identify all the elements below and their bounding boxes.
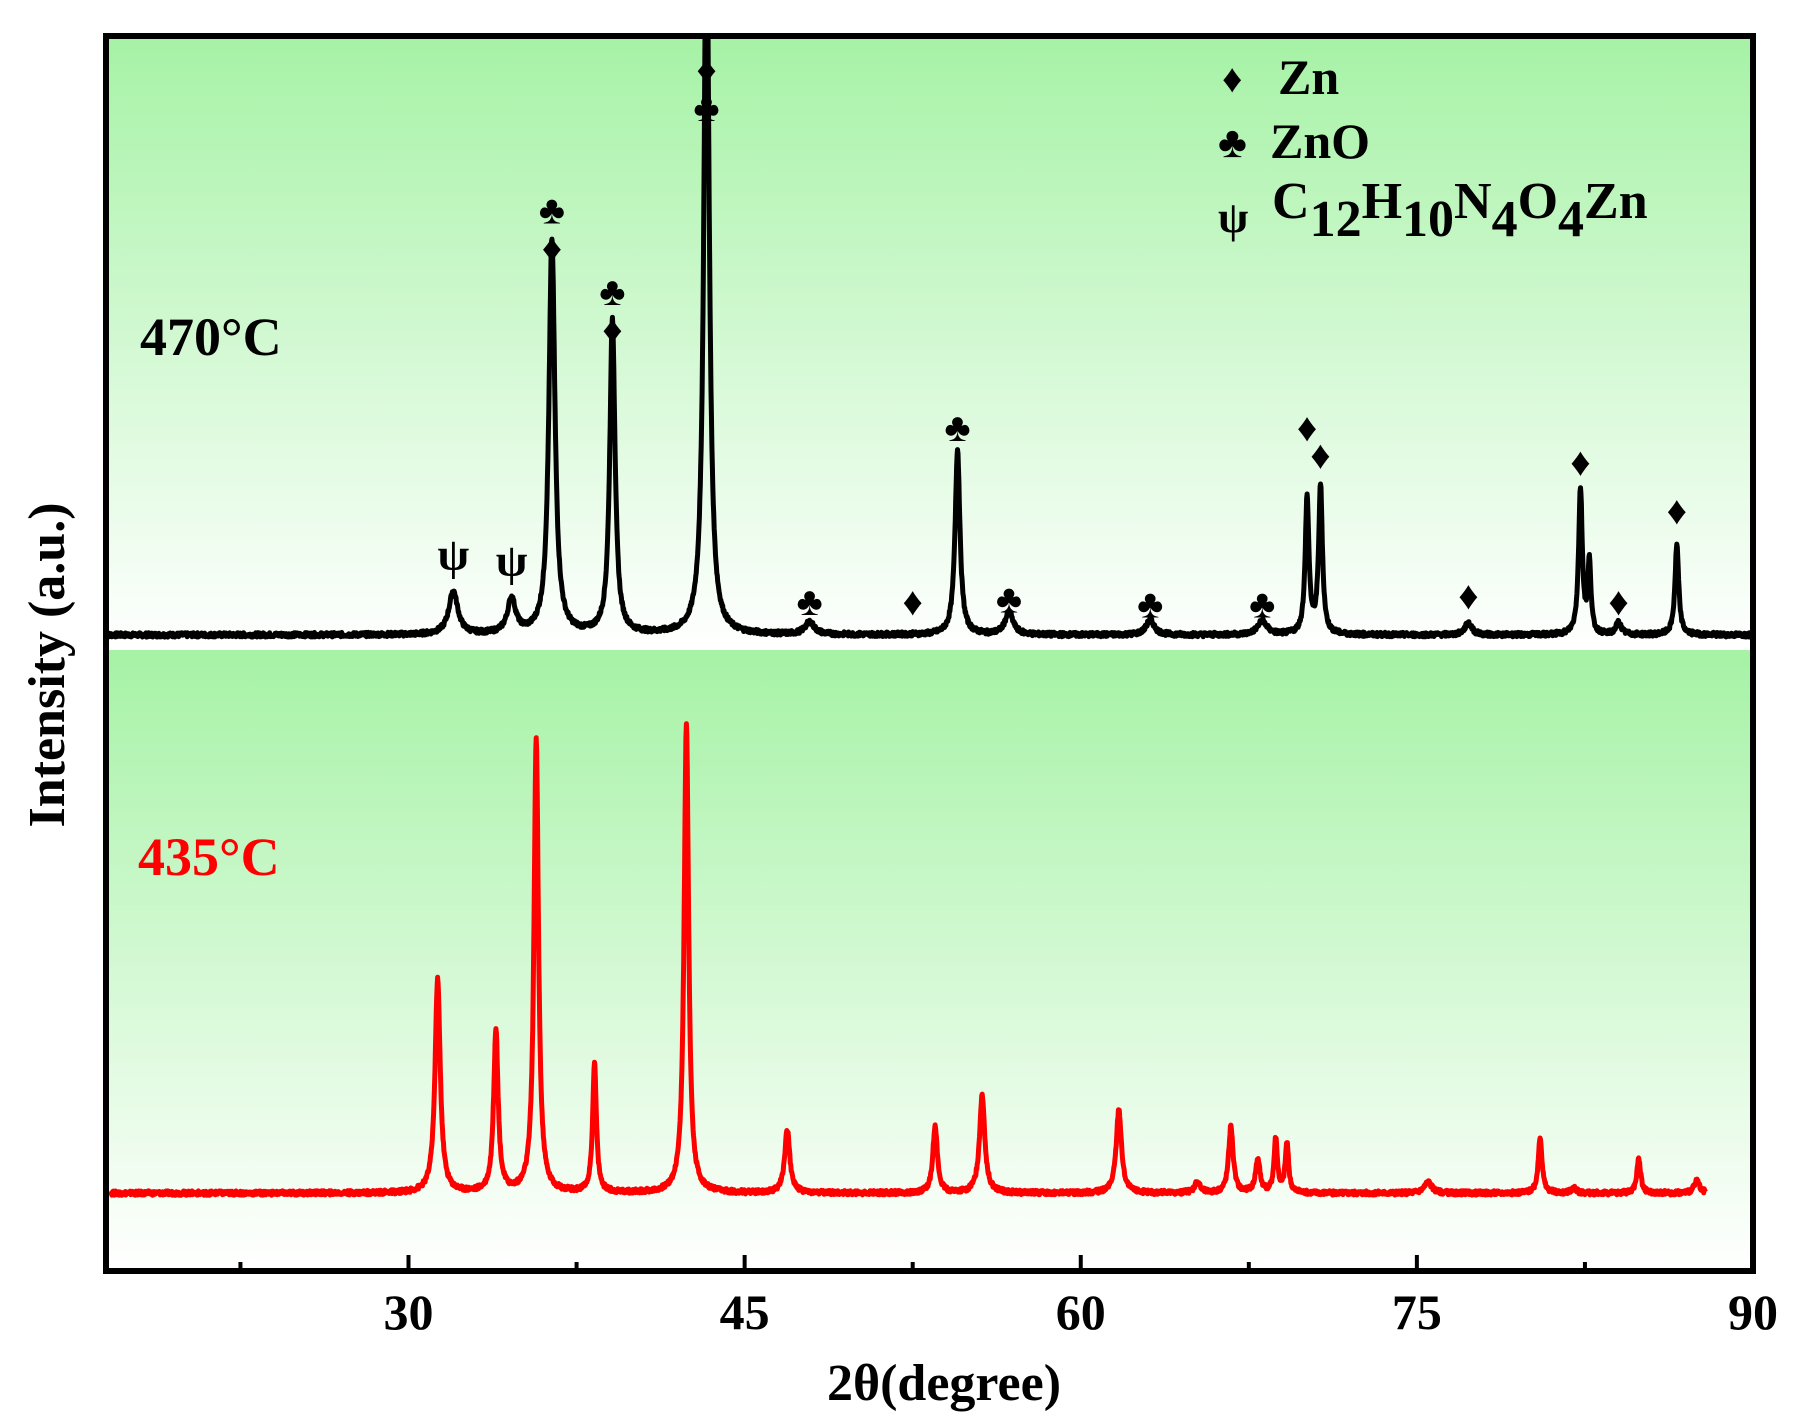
peak-marker-club-icon: ♣ bbox=[539, 188, 565, 233]
formula-4b: 4 bbox=[1558, 191, 1584, 248]
formula-n: N bbox=[1454, 173, 1492, 230]
legend-label-zno: ZnO bbox=[1270, 113, 1370, 169]
formula-h: H bbox=[1362, 173, 1402, 230]
formula-10: 10 bbox=[1402, 191, 1454, 248]
series-label-470: 470°C bbox=[140, 307, 282, 367]
peak-marker-diamond-icon: ♦ bbox=[1297, 405, 1317, 450]
legend-symbol-compound: ψ bbox=[1218, 193, 1248, 242]
x-tick-label: 75 bbox=[1392, 1284, 1442, 1340]
formula-c: C bbox=[1272, 173, 1310, 230]
peak-marker-club-icon: ♣ bbox=[693, 85, 719, 130]
peak-marker-psi-icon: ψ bbox=[496, 535, 528, 586]
peak-marker-diamond-icon: ♦ bbox=[1570, 440, 1590, 485]
peak-marker-club-icon: ♣ bbox=[996, 577, 1022, 622]
x-tick-label: 30 bbox=[384, 1284, 434, 1340]
peak-marker-diamond-icon: ♦ bbox=[696, 47, 716, 92]
peak-marker-diamond-icon: ♦ bbox=[542, 226, 562, 271]
peak-marker-diamond-icon: ♦ bbox=[902, 579, 922, 624]
plot-frame bbox=[103, 33, 1756, 1274]
legend: ♦ Zn ♣ ZnO ψ C12H10N4O4Zn bbox=[1218, 49, 1648, 248]
peak-marker-club-icon: ♣ bbox=[1249, 582, 1275, 627]
legend-label-zn: Zn bbox=[1278, 49, 1339, 105]
peak-marker-diamond-icon: ♦ bbox=[602, 307, 622, 352]
peak-marker-diamond-icon: ♦ bbox=[1458, 573, 1478, 618]
formula-o: O bbox=[1518, 173, 1558, 230]
peak-marker-club-icon: ♣ bbox=[1137, 582, 1163, 627]
x-tick-label: 90 bbox=[1728, 1284, 1778, 1340]
legend-symbol-zn: ♦ bbox=[1222, 56, 1242, 101]
series-line-435 bbox=[108, 721, 1708, 1198]
peak-marker-psi-icon: ψ bbox=[437, 529, 469, 580]
peak-marker-diamond-icon: ♦ bbox=[1310, 432, 1330, 477]
series-line-470 bbox=[106, 36, 1753, 640]
x-axis-label: 2θ(degree) bbox=[827, 1355, 1061, 1412]
formula-4a: 4 bbox=[1492, 191, 1518, 248]
x-tick-label: 45 bbox=[720, 1284, 770, 1340]
peak-marker-diamond-icon: ♦ bbox=[1667, 488, 1687, 533]
formula-12: 12 bbox=[1310, 191, 1362, 248]
legend-symbol-zno: ♣ bbox=[1218, 118, 1247, 167]
x-tick-label: 60 bbox=[1056, 1284, 1106, 1340]
series-label-435: 435°C bbox=[138, 827, 280, 887]
peak-marker-club-icon: ♣ bbox=[599, 269, 625, 314]
peak-marker-club-icon: ♣ bbox=[944, 405, 970, 450]
formula-zn: Zn bbox=[1584, 173, 1648, 230]
peak-marker-diamond-icon: ♦ bbox=[1608, 579, 1628, 624]
plot-background-upper bbox=[106, 36, 1753, 650]
y-axis-label: Intensity (a.u.) bbox=[19, 502, 76, 827]
legend-label-compound: C12H10N4O4Zn bbox=[1272, 173, 1648, 248]
peak-marker-club-icon: ♣ bbox=[796, 579, 822, 624]
